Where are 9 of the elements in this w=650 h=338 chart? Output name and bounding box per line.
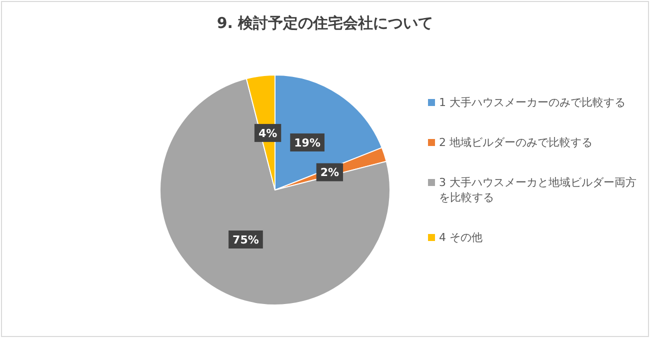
- data-label: 75%: [232, 233, 259, 246]
- legend-label: 3 大手ハウスメーカと地域ビルダー両方を比較する: [438, 175, 638, 205]
- data-label: 2%: [320, 166, 340, 180]
- data-label: 4%: [258, 126, 278, 140]
- data-label: 19%: [294, 136, 320, 150]
- legend-label: 1 大手ハウスメーカーのみで比較する: [438, 95, 626, 110]
- chart-title: 9. 検討予定の住宅会社について: [216, 14, 434, 33]
- legend-label: 4 その他: [438, 230, 484, 245]
- legend-label: 2 地域ビルダーのみで比較する: [438, 135, 594, 150]
